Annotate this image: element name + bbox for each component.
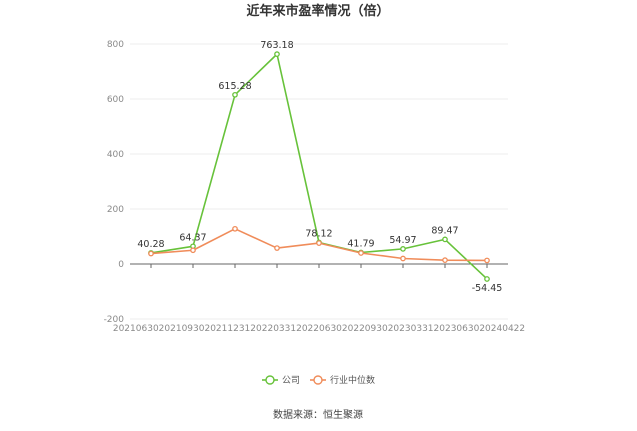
y-tick-label: 400 [107, 150, 124, 160]
y-tick-label: 200 [107, 205, 124, 215]
company-point [442, 236, 448, 243]
industry-median-point [400, 255, 406, 262]
legend-company-marker[interactable] [265, 375, 275, 385]
company-point [484, 276, 490, 282]
legend-company-label[interactable]: 公司 [282, 375, 300, 386]
data-source: 数据来源：恒生聚源 [273, 408, 363, 421]
data-label: 89.47 [431, 225, 458, 236]
chart-title: 近年来市盈率情况（倍） [246, 3, 389, 19]
industry-median-point [316, 240, 322, 246]
industry-median-point [148, 250, 154, 257]
company-point [232, 91, 238, 98]
y-tick-label: 600 [107, 95, 124, 105]
data-label: 78.12 [305, 229, 332, 240]
industry-median-point [190, 247, 196, 254]
data-label: -54.45 [472, 283, 503, 294]
data-label: 41.79 [347, 239, 374, 250]
y-tick-label: 0 [118, 260, 124, 270]
grid-lines [130, 43, 508, 320]
company-point [274, 51, 280, 57]
data-labels: 40.28 64.37 615.28 763.18 78.12 41.79 54.97 89.… [137, 40, 502, 294]
data-label: 64.37 [179, 232, 206, 243]
legend[interactable]: 公司 行业中位数 [262, 374, 375, 386]
y-axis-ticks: 800 600 400 200 0 -200 [104, 40, 125, 325]
data-label: 763.18 [260, 40, 293, 51]
industry-median-point [358, 250, 364, 256]
x-tick-labels: 2021063020210930202112312022033120220630… [113, 324, 525, 334]
industry-median-point [484, 257, 490, 264]
x-axis-ticks: 2021063020210930202112312022033120220630… [113, 264, 525, 334]
industry-median-point [274, 245, 280, 251]
y-tick-label: -200 [104, 315, 125, 325]
industry-median-point [232, 225, 238, 232]
y-tick-label: 800 [107, 40, 124, 50]
data-label: 54.97 [389, 235, 416, 246]
series-layer [148, 51, 490, 282]
data-label: 40.28 [137, 239, 164, 250]
legend-industry-label[interactable]: 行业中位数 [330, 374, 375, 386]
company-point [400, 246, 406, 252]
data-label: 615.28 [218, 81, 251, 92]
industry-median-point [442, 257, 448, 263]
legend-industry-marker[interactable] [313, 375, 323, 385]
